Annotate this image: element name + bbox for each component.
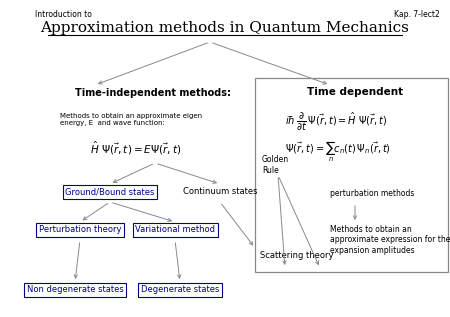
Text: Scattering theory: Scattering theory (260, 250, 333, 260)
Text: Methods to obtain an approximate eigen
energy, E  and wave function:: Methods to obtain an approximate eigen e… (60, 113, 202, 126)
Text: Time-independent methods:: Time-independent methods: (75, 88, 231, 98)
Text: Golden
Rule: Golden Rule (262, 155, 289, 175)
Text: Time dependent: Time dependent (307, 87, 403, 97)
Text: Continuum states: Continuum states (183, 187, 257, 197)
Text: perturbation methods: perturbation methods (330, 189, 414, 197)
Text: Non degenerate states: Non degenerate states (27, 286, 123, 294)
Bar (255, 78, 448, 272)
Text: $\hat{H}\ \Psi(\vec{r},t) = E\Psi(\vec{r},t)$: $\hat{H}\ \Psi(\vec{r},t) = E\Psi(\vec{r… (90, 139, 181, 157)
Text: Methods to obtain an
approximate expression for the
expansion amplitudes: Methods to obtain an approximate express… (330, 225, 450, 255)
Text: Kap. 7-lect2: Kap. 7-lect2 (394, 10, 440, 19)
Text: Ground/Bound states: Ground/Bound states (65, 187, 155, 197)
Text: Variational method: Variational method (135, 225, 215, 235)
Text: Degenerate states: Degenerate states (141, 286, 219, 294)
Text: Perturbation theory: Perturbation theory (39, 225, 121, 235)
Text: Introduction to: Introduction to (35, 10, 92, 19)
Text: Approximation methods in Quantum Mechanics: Approximation methods in Quantum Mechani… (40, 21, 410, 35)
Text: $\Psi(\vec{r},t)=\sum_n c_n(t)\,\Psi_n(\vec{r},t)$: $\Psi(\vec{r},t)=\sum_n c_n(t)\,\Psi_n(\… (285, 140, 391, 164)
Text: $i\hbar\,\dfrac{\partial}{\partial t}\,\Psi(\vec{r},t)=\hat{H}\ \Psi(\vec{r},t)$: $i\hbar\,\dfrac{\partial}{\partial t}\,\… (285, 111, 387, 133)
